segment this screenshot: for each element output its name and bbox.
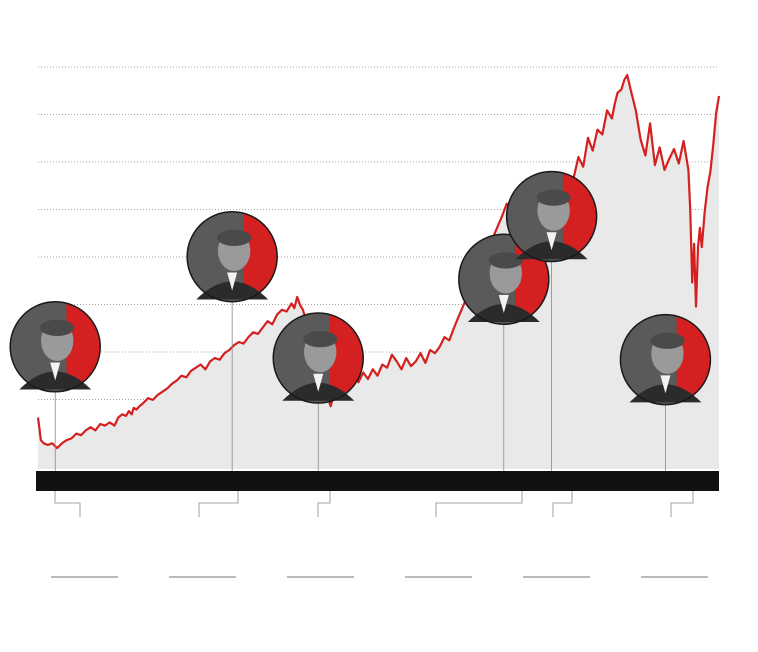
tenure-bracket <box>435 491 523 517</box>
tenure-bracket <box>670 491 694 517</box>
timeline-axis-band <box>36 471 719 491</box>
portrait-leader-5 <box>505 170 598 263</box>
price-area <box>38 75 719 469</box>
leader-portraits <box>9 170 712 406</box>
tenure-bracket <box>54 491 81 517</box>
portrait-leader-3 <box>272 312 364 404</box>
tenure-bracket <box>198 491 239 517</box>
tenure-bracket <box>552 491 573 517</box>
tenure-brackets <box>54 491 694 517</box>
portrait-leader-2 <box>186 210 278 303</box>
portrait-leader-1 <box>9 301 101 393</box>
portrait-leader-6 <box>619 313 712 406</box>
tenure-bracket <box>317 491 331 517</box>
price-line <box>36 73 721 450</box>
